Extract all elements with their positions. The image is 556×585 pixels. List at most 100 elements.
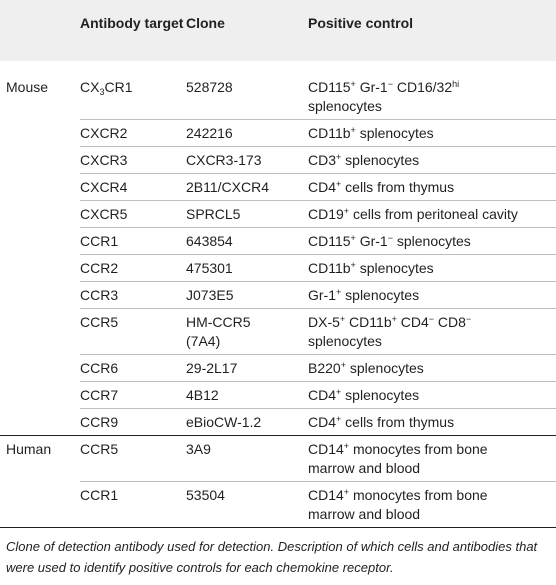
text-part: CCR6	[80, 360, 119, 376]
text-part: CCR5	[80, 441, 119, 457]
text-part: CXCR5	[80, 206, 128, 222]
table-row: CXCR2 242216 CD11b+ splenocytes	[0, 119, 556, 147]
positive-control-cell: CD14+ monocytes from bone marrow and blo…	[308, 435, 556, 482]
superscript: −	[387, 233, 393, 243]
species-cell: Mouse	[6, 79, 49, 95]
superscript: +	[350, 125, 356, 135]
header-clone: Clone	[186, 15, 225, 31]
clone-cell: 242216	[186, 119, 308, 147]
text-part: splenocytes	[341, 387, 420, 403]
table-row: CCR6 29-2L17 B220+ splenocytes	[0, 354, 556, 382]
text-part: Gr-1	[355, 233, 388, 249]
positive-control-cell: CD14+ monocytes from bone marrow and blo…	[308, 481, 556, 528]
antibody-target-cell: CXCR2	[80, 119, 186, 147]
text-part: CD115	[308, 79, 351, 95]
text-part: CCR1	[80, 233, 119, 249]
species-cell	[0, 481, 80, 528]
antibody-target-cell: CCR2	[80, 254, 186, 282]
superscript: +	[350, 233, 356, 243]
text-part: splenocytes	[345, 360, 424, 376]
text-part: CXCR3	[80, 152, 128, 168]
table-row: CCR1 53504 CD14+ monocytes from bone marro…	[0, 481, 556, 528]
positive-control-cell: DX-5+ CD11b+ CD4− CD8− splenocytes	[308, 308, 556, 355]
clone-cell: 3A9	[186, 435, 308, 482]
table-row: CCR5 HM-CCR5 (7A4) DX-5+ CD11b+ CD4− CD8− …	[0, 308, 556, 355]
antibody-target-cell: CCR3	[80, 281, 186, 309]
text-part: CX	[80, 79, 100, 95]
positive-control-cell: CD11b+ splenocytes	[308, 119, 556, 147]
positive-control-cell: CD19+ cells from peritoneal cavity	[308, 200, 556, 228]
superscript: +	[336, 387, 342, 397]
species-cell: Human	[6, 441, 52, 457]
superscript: +	[336, 414, 342, 424]
clone-cell: CXCR3-173	[186, 146, 308, 174]
antibody-target-cell: CCR7	[80, 381, 186, 409]
superscript: +	[336, 152, 342, 162]
table-row: CCR1 643854 CD115+ Gr-1− splenocytes	[0, 227, 556, 255]
superscript: −	[465, 314, 472, 324]
header-row: Antibody target Clone Positive control	[0, 0, 556, 61]
text-part: CD11b	[308, 125, 351, 141]
clone-cell: 643854	[186, 227, 308, 255]
text-part: CCR1	[80, 487, 119, 503]
positive-control-cell: CD4+ cells from thymus	[308, 408, 556, 436]
table-row: CCR2 475301 CD11b+ splenocytes	[0, 254, 556, 282]
text-part: cells from thymus	[341, 179, 455, 195]
superscript: +	[391, 314, 397, 324]
text-part: CR1	[104, 79, 133, 95]
antibody-target-cell: CCR1	[80, 481, 186, 528]
text-part: CD16/32	[392, 79, 453, 95]
superscript: +	[343, 487, 350, 497]
superscript: +	[343, 206, 350, 216]
text-part: splenocytes	[308, 333, 382, 349]
text-part: CCR7	[80, 387, 119, 403]
species-cell	[0, 147, 80, 174]
species-cell	[0, 255, 80, 282]
clone-cell: eBioCW-1.2	[186, 408, 308, 436]
table-row: CCR7 4B12 CD4+ splenocytes	[0, 381, 556, 409]
text-part: CD11b	[345, 314, 392, 330]
text-part: cells from peritoneal cavity	[349, 206, 518, 222]
antibody-target-cell: CCR5	[80, 435, 186, 482]
text-part: CD4	[308, 179, 337, 195]
text-part: splenocytes	[392, 233, 471, 249]
superscript: +	[339, 314, 346, 324]
species-cell	[0, 120, 80, 147]
species-cell	[0, 309, 80, 355]
table-row: CXCR3 CXCR3-173 CD3+ splenocytes	[0, 146, 556, 174]
antibody-target-cell: CCR6	[80, 354, 186, 382]
text-part: B220	[308, 360, 341, 376]
subscript: 3	[99, 87, 105, 97]
species-cell	[0, 382, 80, 409]
table-body: Mouse CX3CR1 528728 CD115+ Gr-1− CD16/32hi …	[0, 61, 556, 528]
clone-cell: 2B11/CXCR4	[186, 173, 308, 201]
clone-cell: 528728	[186, 61, 308, 120]
positive-control-cell: CD115+ Gr-1− CD16/32hi splenocytes	[308, 61, 556, 120]
table-row: Mouse CX3CR1 528728 CD115+ Gr-1− CD16/32hi …	[0, 61, 556, 120]
text-part: splenocytes	[341, 152, 420, 168]
clone-cell: HM-CCR5 (7A4)	[186, 308, 308, 355]
antibody-target-cell: CCR1	[80, 227, 186, 255]
superscript: +	[350, 260, 356, 270]
superscript: +	[340, 360, 346, 370]
species-cell	[0, 408, 80, 436]
superscript: −	[428, 314, 435, 324]
positive-control-cell: CD115+ Gr-1− splenocytes	[308, 227, 556, 255]
antibody-target-cell: CCR5	[80, 308, 186, 355]
species-cell	[0, 282, 80, 309]
text-part: cells from thymus	[341, 414, 455, 430]
text-part: Gr-1	[308, 287, 336, 303]
text-part: CD8	[434, 314, 466, 330]
table-row: CCR3 J073E5 Gr-1+ splenocytes	[0, 281, 556, 309]
text-part: CD11b	[308, 260, 351, 276]
text-part: CD4	[396, 314, 429, 330]
positive-control-cell: CD4+ splenocytes	[308, 381, 556, 409]
text-part: splenocytes	[355, 125, 434, 141]
text-part: CD14	[308, 441, 344, 457]
positive-control-cell: CD3+ splenocytes	[308, 146, 556, 174]
text-part: monocytes from bone marrow and blood	[308, 487, 488, 522]
table-row: Human CCR5 3A9 CD14+ monocytes from bone ma…	[0, 435, 556, 482]
text-part: CD14	[308, 487, 344, 503]
text-part: CXCR2	[80, 125, 128, 141]
text-part: CD115	[308, 233, 351, 249]
